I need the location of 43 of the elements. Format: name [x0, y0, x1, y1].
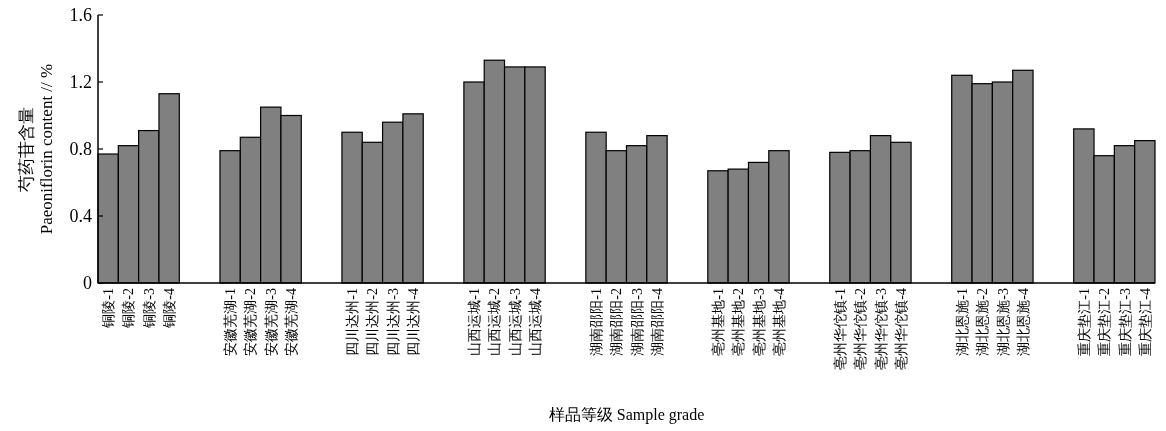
x-tick-label: 亳州基地-2: [731, 288, 747, 356]
x-tick-label: 湖南邵阳-2: [609, 288, 625, 356]
x-tick-label: 重庆垫江-1: [1076, 288, 1092, 356]
y-tick-label: 1.6: [69, 5, 92, 25]
x-tick-label: 安徽芜湖-4: [284, 288, 300, 356]
x-tick-label: 四川达州-1: [345, 288, 361, 356]
y-tick-label: 1.2: [69, 72, 92, 92]
x-tick-label: 亳州基地-4: [771, 288, 787, 356]
y-tick-label: 0.8: [69, 139, 92, 159]
x-tick-label: 铜陵-3: [141, 288, 157, 329]
x-tick-label: 湖南邵阳-4: [649, 288, 665, 356]
x-tick-label: 亳州华佗镇-1: [832, 288, 848, 370]
x-tick-label: 铜陵-1: [101, 288, 117, 329]
x-tick-label: 重庆垫江-3: [1117, 288, 1133, 356]
x-tick-label: 亳州华佗镇-2: [853, 288, 869, 370]
x-tick-label: 亳州华佗镇-3: [873, 288, 889, 370]
x-tick-label: 四川达州-2: [365, 288, 381, 356]
x-tick-label: 重庆垫江-4: [1137, 288, 1153, 356]
y-tick-label: 0.4: [69, 206, 92, 226]
x-tick-label: 重庆垫江-2: [1097, 288, 1113, 356]
x-tick-label: 铜陵-4: [162, 288, 178, 329]
x-tick-label: 亳州基地-1: [710, 288, 726, 356]
x-tick-label: 四川达州-3: [385, 288, 401, 356]
x-tick-label: 湖北恩施-4: [1015, 288, 1031, 356]
x-tick-label: 安徽芜湖-3: [263, 288, 279, 356]
x-tick-label: 亳州基地-3: [751, 288, 767, 356]
x-tick-label: 铜陵-2: [121, 288, 137, 329]
x-tick-label: 安徽芜湖-2: [243, 288, 259, 356]
y-tick-label: 0: [83, 273, 92, 293]
x-tick-label: 山西运城-2: [487, 288, 503, 356]
y-axis-title: 芍药苷含量 Paeoniflorin content // %: [17, 63, 56, 235]
x-tick-label: 湖南邵阳-1: [589, 288, 605, 356]
x-tick-label: 湖北恩施-2: [975, 288, 991, 356]
x-tick-label: 湖北恩施-3: [995, 288, 1011, 356]
x-tick-label: 安徽芜湖-1: [223, 288, 239, 356]
x-tick-label: 四川达州-4: [406, 288, 422, 356]
x-axis-title: 样品等级 Sample grade: [548, 406, 705, 424]
x-tick-label: 山西运城-1: [467, 288, 483, 356]
x-tick-label: 湖北恩施-1: [954, 288, 970, 356]
x-tick-label: 湖南邵阳-3: [629, 288, 645, 356]
x-tick-label: 山西运城-3: [507, 288, 523, 356]
x-tick-label: 山西运城-4: [528, 288, 544, 356]
x-tick-label: 亳州华佗镇-4: [893, 288, 909, 370]
